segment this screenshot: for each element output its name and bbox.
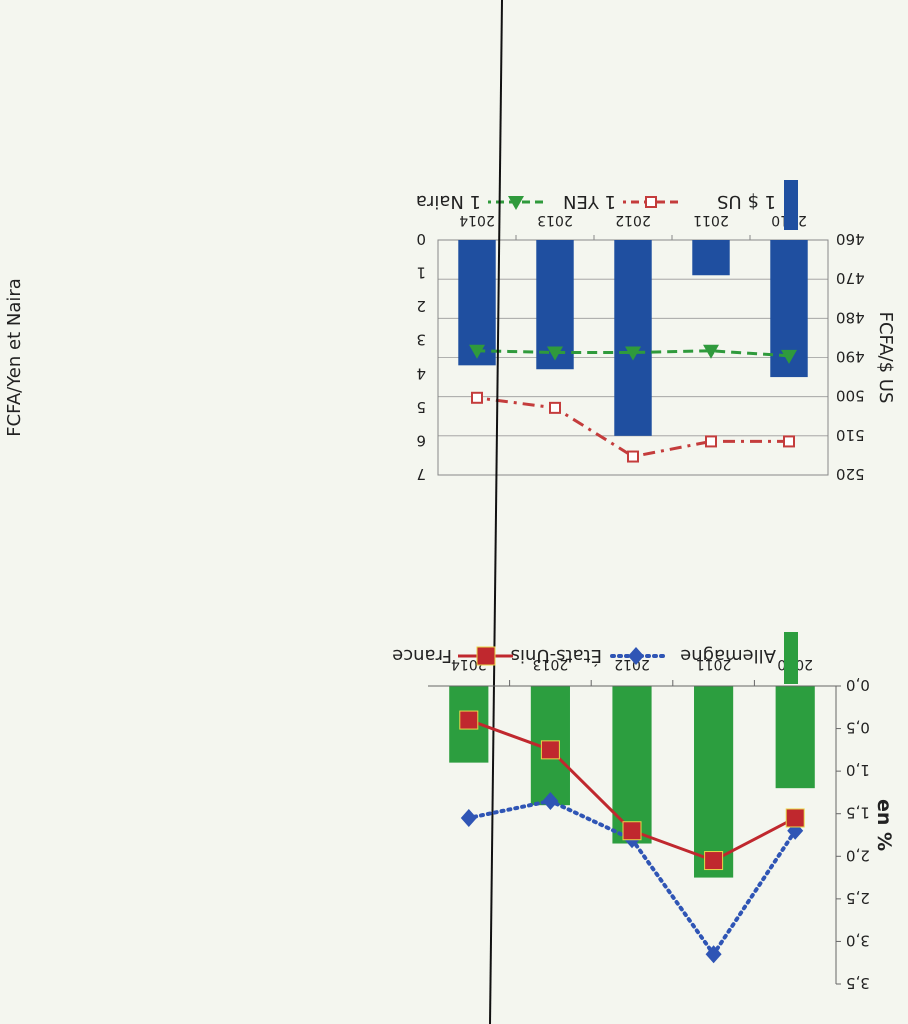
bar-allemagne — [775, 686, 815, 789]
point-etats-unis — [705, 945, 722, 964]
y-tick-label: 3,5 — [846, 974, 870, 992]
bar-allemagne — [612, 686, 652, 844]
bar-allemagne — [694, 686, 734, 878]
legend-swatch-us-dollar — [784, 180, 798, 230]
chart2-bars — [449, 686, 815, 878]
point-naira — [703, 344, 719, 359]
left-tick-label: 470 — [836, 269, 865, 287]
legend-label-allemagne: Allemagne — [680, 645, 776, 666]
x-tick-label: 2013 — [537, 212, 573, 228]
legend-label-yen: 1 YEN — [563, 191, 616, 212]
right-tick-label: 6 — [416, 431, 426, 449]
x-tick-label: 2011 — [693, 212, 729, 228]
chart2-legend: Allemagne États-Unis France — [392, 632, 798, 684]
y-tick-label: 2,5 — [846, 889, 870, 907]
left-tick-label: 500 — [836, 387, 865, 405]
legend-label-etats-unis: États-Unis — [511, 645, 602, 667]
point-etats-unis — [542, 791, 559, 810]
chart2-lines — [459, 710, 805, 964]
y-axis-title: en % — [873, 799, 895, 851]
point-yen — [627, 450, 639, 463]
series-line-naira — [476, 349, 790, 358]
chart-divider — [489, 0, 503, 1024]
point-yen — [705, 435, 717, 448]
exchange-rate-chart: 4604704804905005105200123456720102011201… — [4, 180, 896, 483]
y-tick-label: 0,5 — [846, 719, 870, 737]
growth-rate-chart: 0,00,51,01,52,02,53,03,52010201120122013… — [392, 632, 895, 992]
point-etats-unis — [460, 808, 477, 827]
left-tick-label: 510 — [836, 426, 865, 444]
series-line-yen — [476, 396, 789, 459]
left-axis-title: FCFA/$ US — [875, 312, 896, 404]
x-tick-label: 2012 — [615, 212, 651, 228]
left-tick-label: 490 — [836, 348, 865, 366]
bar-us-dollar — [614, 240, 652, 436]
point-naira — [625, 346, 641, 361]
point-france — [540, 740, 560, 760]
right-tick-label: 4 — [416, 364, 426, 382]
right-tick-label: 5 — [416, 398, 426, 416]
left-tick-label: 480 — [836, 308, 865, 326]
point-naira — [469, 344, 485, 359]
y-tick-label: 2,0 — [846, 846, 870, 864]
legend-label-naira: 1 Naira — [416, 191, 481, 212]
legend-marker-etats-unis — [628, 647, 644, 665]
right-tick-label: 3 — [416, 331, 426, 349]
chart1-lines — [469, 344, 797, 463]
y-tick-label: 0,0 — [846, 676, 870, 694]
legend-marker-naira — [508, 196, 524, 210]
point-yen — [549, 401, 561, 414]
legend-swatch-allemagne — [784, 632, 798, 684]
right-tick-label: 2 — [416, 297, 426, 315]
y-tick-label: 1,0 — [846, 761, 870, 779]
legend-marker-yen — [645, 196, 657, 208]
x-tick-label: 2014 — [459, 212, 495, 228]
x-tick-label: 2013 — [533, 656, 569, 672]
point-france — [622, 821, 642, 841]
right-tick-label: 0 — [416, 230, 426, 248]
x-tick-label: 2011 — [696, 656, 732, 672]
chart2-axes: 0,00,51,01,52,02,53,03,52010201120122013… — [428, 656, 895, 992]
x-tick-label: 2012 — [614, 656, 650, 672]
bar-us-dollar — [458, 240, 496, 366]
point-france — [704, 851, 724, 871]
point-yen — [783, 435, 795, 448]
left-tick-label: 520 — [836, 465, 865, 483]
bar-us-dollar — [692, 240, 730, 276]
point-naira — [781, 349, 797, 364]
right-tick-label: 7 — [416, 465, 426, 483]
legend-marker-france — [476, 646, 496, 666]
left-tick-label: 460 — [836, 230, 865, 248]
chart1-axes: 4604704804905005105200123456720102011201… — [4, 212, 896, 483]
right-tick-label: 1 — [416, 264, 426, 282]
legend-label-us-dollar: 1 $ US — [717, 191, 776, 212]
right-axis-title: FCFA/Yen et Naira — [4, 278, 25, 437]
y-tick-label: 1,5 — [846, 804, 870, 822]
point-yen — [471, 391, 483, 404]
chart1-bars — [458, 240, 808, 436]
point-naira — [547, 346, 563, 361]
y-tick-label: 3,0 — [846, 931, 870, 949]
legend-label-france: France — [392, 645, 452, 666]
point-france — [459, 710, 479, 730]
chart1-legend: 1 $ US 1 YEN 1 Naira — [416, 180, 798, 230]
point-france — [785, 808, 805, 828]
